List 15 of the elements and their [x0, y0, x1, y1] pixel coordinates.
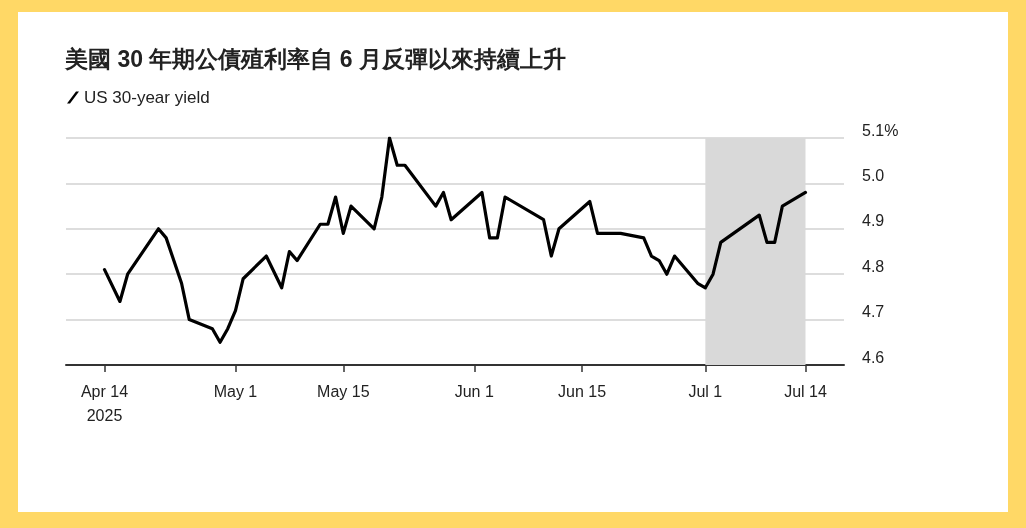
x-tick-label: Jun 1 — [454, 382, 494, 400]
y-tick-label: 4.8 — [862, 257, 885, 275]
y-tick-label: 4.9 — [862, 212, 885, 230]
x-tick-label: May 15 — [317, 382, 370, 400]
x-tick-label: Jun 15 — [558, 382, 607, 400]
x-tick-label: Jul 1 — [688, 382, 723, 400]
x-tick-label: Apr 14 2025 — [80, 382, 129, 424]
y-tick-label: 5.1% — [862, 121, 899, 139]
chart-title: 美國 30 年期公債殖利率自 6 月反彈以來持續上升 — [64, 45, 566, 72]
y-tick-label: 4.6 — [862, 348, 885, 366]
y-tick-label: 4.7 — [862, 303, 885, 321]
legend-label: US 30-year yield — [84, 88, 210, 107]
y-tick-label: 5.0 — [862, 166, 885, 184]
x-tick-label: Jul 14 — [784, 382, 827, 400]
x-tick-label: May 1 — [213, 382, 258, 400]
